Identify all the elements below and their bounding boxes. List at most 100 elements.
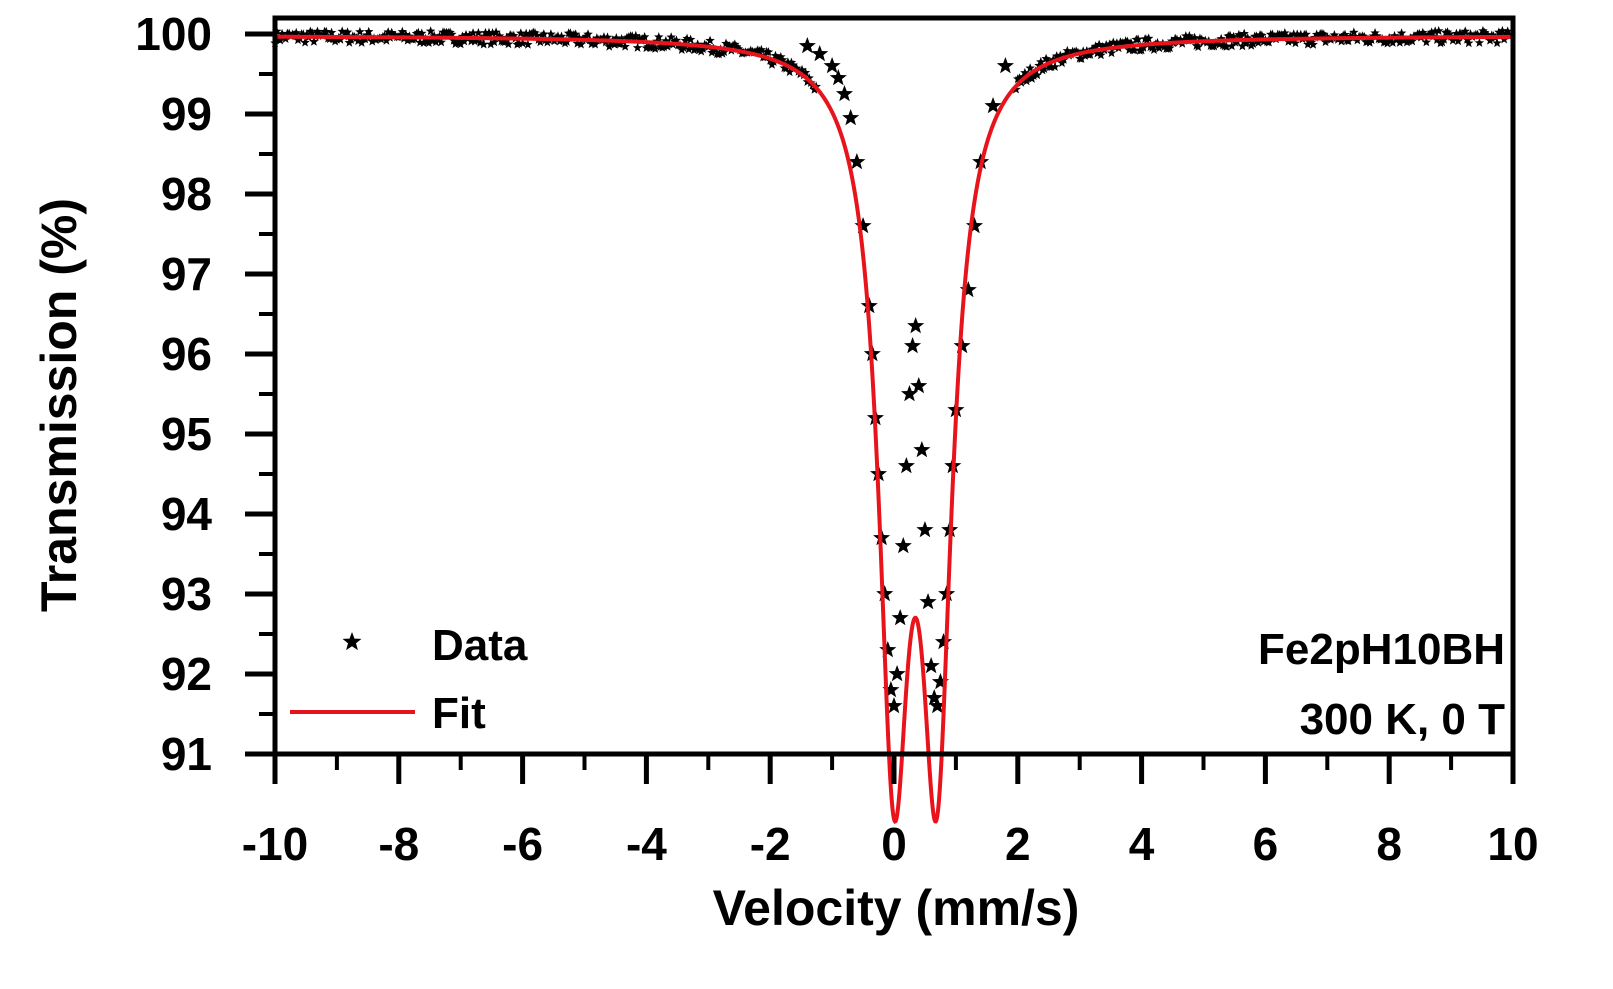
data-point [1389, 30, 1400, 40]
data-point [1106, 48, 1117, 58]
data-point [494, 31, 505, 41]
data-point [1237, 41, 1248, 51]
data-point [1319, 29, 1329, 39]
legend: Data Fit [290, 621, 528, 738]
y-tick-label: 97 [161, 248, 212, 300]
data-point [583, 29, 593, 39]
data-point [1094, 39, 1104, 49]
data-point [678, 42, 689, 52]
data-point [523, 39, 533, 49]
data-point [1126, 38, 1136, 48]
data-point [616, 34, 627, 44]
data-point [300, 37, 310, 47]
data-point [1329, 30, 1340, 40]
x-tick-label: 6 [1253, 818, 1279, 870]
data-point [959, 281, 977, 298]
data-point [1460, 26, 1470, 36]
y-axis: 91 92 93 94 95 96 97 98 99 100 [135, 8, 275, 780]
data-point [1283, 36, 1294, 46]
data-point [514, 38, 524, 48]
data-point [1343, 36, 1354, 46]
data-point [882, 681, 900, 698]
data-point [934, 633, 953, 650]
data-point [1090, 41, 1101, 51]
data-point [848, 153, 866, 170]
data-point [627, 31, 638, 41]
sample-name-annotation: Fe2pH10BH [1258, 625, 1505, 674]
data-point [791, 63, 802, 73]
x-axis: -10 -8 -6 -4 -2 0 2 4 6 8 10 [242, 754, 1539, 870]
data-point [730, 39, 740, 49]
data-point [1032, 70, 1043, 80]
data-point [424, 37, 434, 48]
data-point [1311, 29, 1322, 39]
x-tick-label: -2 [750, 818, 791, 870]
data-point [436, 37, 446, 47]
data-point [1380, 37, 1391, 47]
x-tick-label: 2 [1005, 818, 1031, 870]
data-point [1080, 50, 1090, 60]
legend-label-data: Data [432, 621, 528, 670]
data-point [1129, 45, 1140, 55]
data-point [480, 27, 491, 37]
data-point [1096, 50, 1106, 60]
data-point [1492, 38, 1502, 48]
data-point [335, 34, 346, 44]
data-point [1336, 36, 1347, 46]
data-point [1464, 38, 1474, 48]
data-point [984, 97, 1002, 114]
data-point [1189, 32, 1200, 42]
data-point [879, 641, 897, 658]
data-point [556, 31, 567, 41]
x-tick-label: -8 [378, 818, 419, 870]
data-point [705, 35, 715, 45]
data-point [700, 39, 710, 49]
data-point [1046, 62, 1057, 72]
data-point [611, 33, 622, 43]
data-point [1485, 35, 1495, 45]
data-point [1301, 29, 1311, 39]
data-point [661, 35, 671, 46]
data-point [931, 673, 949, 690]
data-point [517, 38, 528, 48]
y-tick-label: 95 [161, 408, 212, 460]
data-point [516, 28, 526, 38]
data-point [590, 39, 600, 49]
data-point [1181, 31, 1191, 41]
data-point [592, 33, 602, 43]
data-point [402, 35, 413, 45]
data-point [811, 45, 829, 62]
data-point [1020, 67, 1030, 77]
data-point [891, 609, 909, 626]
data-point [1479, 27, 1490, 37]
data-point [684, 44, 694, 54]
data-point [1395, 37, 1405, 47]
data-point [1497, 25, 1508, 35]
data-point [888, 665, 906, 682]
data-point [666, 32, 676, 42]
data-point [733, 43, 744, 53]
x-tick-label: 0 [881, 818, 907, 870]
data-point [650, 43, 660, 53]
data-point [1448, 35, 1458, 45]
data-point [965, 217, 984, 234]
data-point [1234, 29, 1244, 39]
data-point [721, 38, 731, 48]
data-point [1241, 38, 1251, 48]
data-point [473, 28, 484, 38]
data-point [1400, 35, 1410, 45]
data-point [1076, 53, 1087, 63]
data-point [1101, 40, 1111, 50]
data-point [431, 37, 441, 47]
data-point [1051, 51, 1062, 61]
data-point [1382, 38, 1393, 48]
data-point [916, 521, 934, 538]
data-point [1216, 33, 1226, 43]
data-point [429, 30, 439, 40]
data-point [1494, 27, 1504, 37]
data-point [609, 39, 620, 49]
data-point [337, 26, 347, 36]
data-point [659, 41, 669, 51]
conditions-annotation: 300 K, 0 T [1300, 695, 1506, 744]
data-point [719, 47, 729, 57]
